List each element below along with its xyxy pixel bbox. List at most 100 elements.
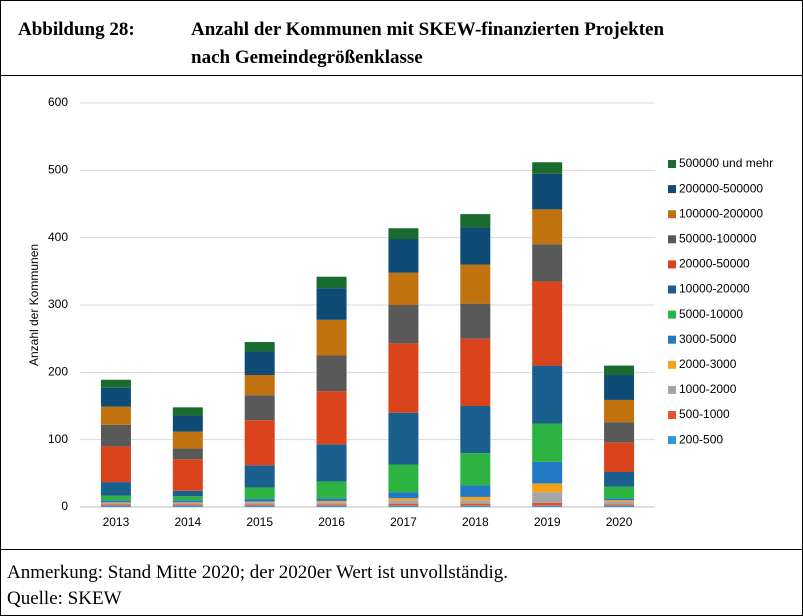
- y-tick-label: 100: [48, 432, 68, 446]
- legend-label: 1000-2000: [679, 382, 737, 396]
- figure-title: Anzahl der Kommunen mit SKEW-finanzierte…: [191, 19, 665, 40]
- bar-segment: [244, 498, 275, 502]
- bar-segment: [604, 500, 635, 502]
- bar-segment: [604, 498, 635, 501]
- bar-segment: [316, 444, 347, 482]
- bar-segment: [388, 305, 419, 344]
- bar-segment: [100, 502, 131, 505]
- chart: Anzahl der Kommunen 0 100 200 300 400 500 600 20…: [27, 95, 773, 529]
- bar-segment: [532, 281, 563, 366]
- bar-segment: [604, 471, 635, 487]
- bar-segment: [244, 487, 275, 499]
- bar-segment: [316, 481, 347, 499]
- legend-label: 20000-50000: [679, 257, 750, 271]
- legend-swatch: [668, 185, 676, 194]
- bar-segment: [316, 502, 347, 505]
- figure-header: Abbildung 28: Anzahl der Kommunen mit SK…: [1, 1, 802, 76]
- bar-segment: [460, 214, 491, 228]
- bar-segment: [460, 303, 491, 339]
- bar-segment: [244, 501, 275, 503]
- legend-label: 200000-500000: [679, 181, 763, 195]
- bar-segment: [172, 415, 203, 432]
- bar-segment: [244, 351, 275, 376]
- bar-segment: [100, 406, 131, 425]
- legend-label: 3000-5000: [679, 332, 737, 346]
- legend-swatch: [668, 360, 676, 369]
- y-tick-label: 500: [48, 163, 68, 177]
- bar-segment: [172, 407, 203, 416]
- bar-segment: [460, 496, 491, 501]
- y-tick-label: 600: [48, 95, 68, 109]
- legend-swatch: [668, 436, 676, 445]
- bar-segment: [100, 424, 131, 447]
- bar-segment: [460, 453, 491, 486]
- bar-segment: [316, 319, 347, 356]
- bar-segment: [244, 395, 275, 421]
- bar-segment: [172, 448, 203, 460]
- bar-segment: [388, 500, 419, 504]
- legend-label: 5000-10000: [679, 307, 743, 321]
- figure-title: nach Gemeindegrößenklasse: [191, 47, 423, 68]
- bar-segment: [100, 379, 131, 388]
- bar-segment: [460, 406, 491, 454]
- footnote: Anmerkung: Stand Mitte 2020; der 2020er …: [7, 562, 509, 583]
- bar-segment: [244, 420, 275, 466]
- bar-segment: [172, 504, 203, 506]
- bar-segment: [172, 502, 203, 505]
- bar-segment: [604, 442, 635, 472]
- bar-segment: [100, 446, 131, 483]
- legend-label: 50000-100000: [679, 231, 757, 245]
- x-tick-label: 2017: [390, 515, 417, 529]
- bar-segment: [460, 264, 491, 304]
- bar-segment: [316, 276, 347, 289]
- bar-segment: [100, 495, 131, 501]
- footnote: Quelle: SKEW: [7, 588, 122, 609]
- bar-segment: [244, 375, 275, 396]
- bar-segment: [244, 502, 275, 505]
- y-axis-label: Anzahl der Kommunen: [27, 244, 41, 366]
- legend-swatch: [668, 235, 676, 244]
- legend-label: 500000 und mehr: [679, 156, 773, 170]
- bar-segment: [604, 504, 635, 506]
- y-tick-label: 200: [48, 365, 68, 379]
- bar-segment: [532, 423, 563, 462]
- bar-segment: [604, 375, 635, 400]
- bar-segment: [532, 502, 563, 506]
- bar-segment: [604, 505, 635, 507]
- bar-segment: [388, 412, 419, 465]
- legend-swatch: [668, 210, 676, 219]
- bar-segment: [532, 173, 563, 210]
- bar-segment: [244, 465, 275, 488]
- bar-segment: [316, 498, 347, 501]
- bar-segment: [172, 459, 203, 491]
- bar-segment: [460, 227, 491, 265]
- bar-segment: [604, 365, 635, 376]
- y-tick-label: 0: [61, 499, 68, 513]
- legend-swatch: [668, 385, 676, 394]
- bar-segment: [532, 483, 563, 493]
- bar-segment: [100, 482, 131, 496]
- x-tick-label: 2015: [246, 515, 273, 529]
- legend-label: 200-500: [679, 432, 723, 446]
- bar-segment: [172, 431, 203, 449]
- y-tick-label: 300: [48, 297, 68, 311]
- bar-segment: [316, 355, 347, 392]
- bar-segment: [100, 387, 131, 407]
- bar-segment: [604, 501, 635, 505]
- bar-segment: [316, 500, 347, 503]
- bar-segment: [388, 492, 419, 499]
- bar-segment: [532, 505, 563, 507]
- bar-segment: [532, 244, 563, 282]
- bar-segment: [172, 490, 203, 497]
- bar-segment: [388, 503, 419, 506]
- legend-swatch: [668, 411, 676, 419]
- bar-segment: [460, 338, 491, 406]
- bar-segment: [532, 365, 563, 424]
- x-tick-label: 2020: [606, 515, 633, 529]
- figure-footer: Anmerkung: Stand Mitte 2020; der 2020er …: [1, 549, 802, 616]
- legend-label: 10000-20000: [679, 282, 750, 296]
- bar-segment: [460, 503, 491, 506]
- legend-swatch: [668, 260, 676, 269]
- legend-label: 2000-3000: [679, 357, 737, 371]
